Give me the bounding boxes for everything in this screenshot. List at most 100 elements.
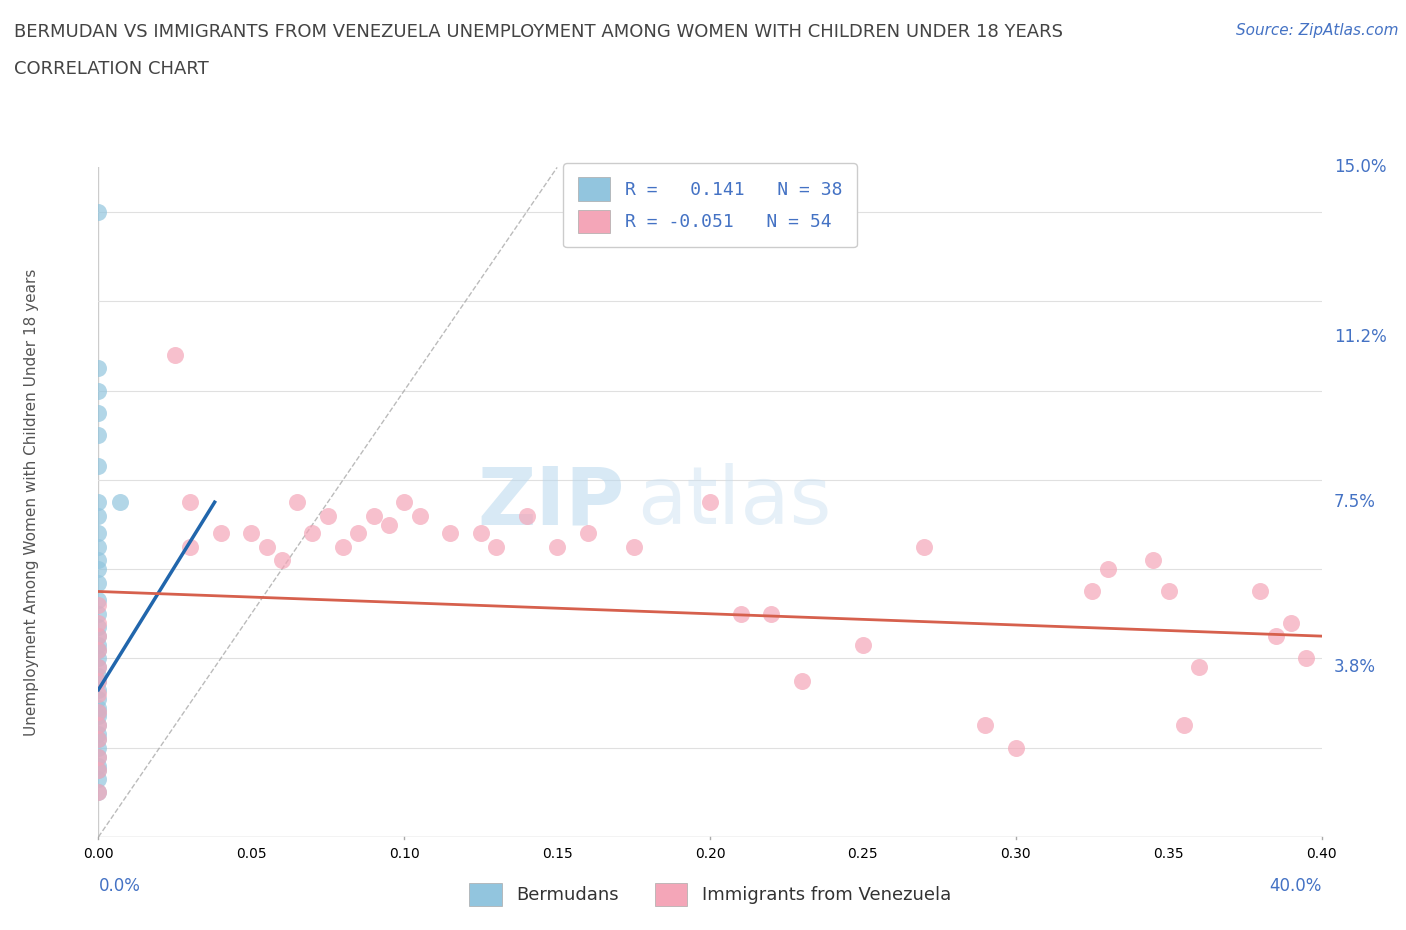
Text: Source: ZipAtlas.com: Source: ZipAtlas.com [1236,23,1399,38]
Point [485,539,508,554]
Point [87,700,110,715]
Point [87,575,110,590]
Point [179,539,201,554]
Point [270,552,292,567]
Point [87,428,110,443]
Point [87,383,110,398]
Point [392,495,416,510]
Point [87,629,110,644]
Point [1173,718,1195,733]
Text: BERMUDAN VS IMMIGRANTS FROM VENEZUELA UNEMPLOYMENT AMONG WOMEN WITH CHILDREN UND: BERMUDAN VS IMMIGRANTS FROM VENEZUELA UN… [14,23,1063,41]
Point [87,593,110,608]
Point [363,508,385,523]
Point [108,495,131,510]
Point [1097,562,1119,577]
Point [87,495,110,510]
Point [316,508,339,523]
Text: atlas: atlas [637,463,831,541]
Point [87,705,110,720]
Point [87,629,110,644]
Point [301,526,323,541]
Point [87,526,110,541]
Text: ZIP: ZIP [477,463,624,541]
Point [87,562,110,577]
Point [87,642,110,657]
Point [87,785,110,800]
Point [1142,552,1164,567]
Point [87,616,110,631]
Point [87,619,110,634]
Point [516,508,538,523]
Point [87,651,110,666]
Point [347,526,370,541]
Point [912,539,935,554]
Point [87,597,110,612]
Point [1295,651,1317,666]
Point [408,508,430,523]
Point [699,495,721,510]
Point [87,772,110,787]
Point [332,539,354,554]
Point [87,361,110,376]
Point [87,660,110,675]
Point [87,758,110,773]
Point [256,539,278,554]
Point [1004,740,1026,755]
Point [163,348,186,363]
Point [790,673,813,688]
Point [974,718,997,733]
Text: Unemployment Among Women with Children Under 18 years: Unemployment Among Women with Children U… [24,269,38,736]
Point [87,718,110,733]
Point [240,526,263,541]
Point [87,691,110,706]
Point [1081,584,1104,599]
Text: 40.0%: 40.0% [1270,877,1322,896]
Point [576,526,599,541]
Point [87,750,110,764]
Point [1264,629,1286,644]
Point [209,526,232,541]
Point [87,205,110,219]
Text: 0.0%: 0.0% [98,877,141,896]
Point [87,673,110,688]
Point [87,709,110,724]
Point [87,731,110,746]
Point [87,740,110,755]
Point [87,763,110,777]
Point [730,606,752,621]
Point [87,673,110,688]
Point [1249,584,1271,599]
Text: 7.5%: 7.5% [1334,493,1375,512]
Point [87,683,110,698]
Point [852,638,875,653]
Point [87,686,110,701]
Point [87,552,110,567]
Point [378,517,401,532]
Point [759,606,782,621]
Point [87,669,110,684]
Point [285,495,308,510]
Point [87,405,110,420]
Legend: Bermudans, Immigrants from Venezuela: Bermudans, Immigrants from Venezuela [460,874,960,915]
Point [470,526,492,541]
Point [87,638,110,653]
Point [87,785,110,800]
Point [1279,616,1302,631]
Point [87,750,110,764]
Point [87,539,110,554]
Point [439,526,461,541]
Text: 15.0%: 15.0% [1334,158,1386,177]
Point [87,459,110,474]
Point [87,731,110,746]
Point [87,660,110,675]
Point [87,508,110,523]
Point [1188,660,1211,675]
Text: 11.2%: 11.2% [1334,328,1386,346]
Point [87,727,110,742]
Point [179,495,201,510]
Point [1157,584,1180,599]
Text: CORRELATION CHART: CORRELATION CHART [14,60,209,78]
Text: 3.8%: 3.8% [1334,658,1376,676]
Point [87,606,110,621]
Point [623,539,645,554]
